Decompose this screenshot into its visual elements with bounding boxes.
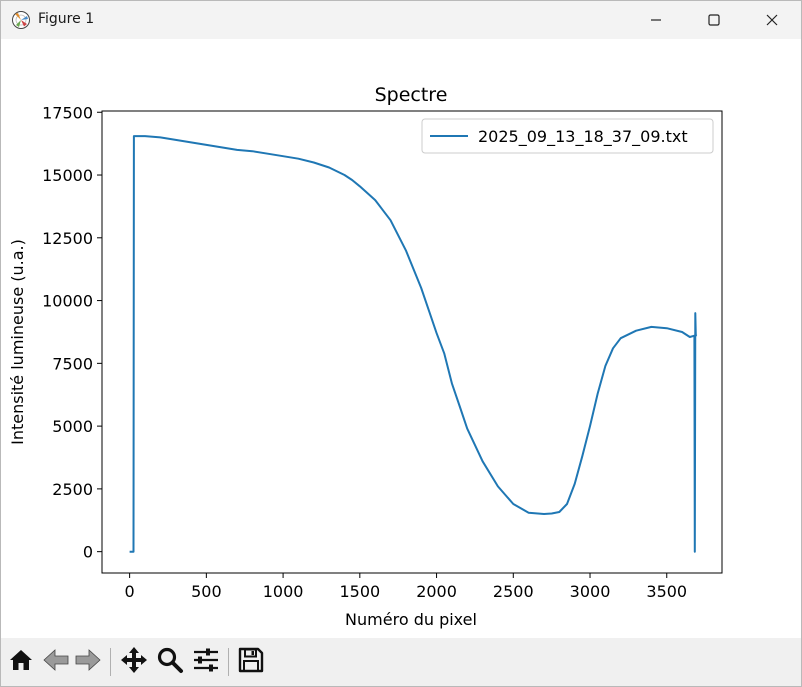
- close-button[interactable]: [743, 1, 801, 39]
- y-tick-label: 5000: [52, 417, 93, 436]
- spectrum-series-line: [129, 135, 698, 553]
- window-title: Figure 1: [38, 11, 95, 27]
- toolbar-separator: [110, 648, 111, 676]
- home-button[interactable]: [5, 646, 37, 678]
- maximize-icon: [708, 11, 720, 30]
- floppy-icon: [238, 647, 264, 677]
- back-arrow-icon: [42, 647, 70, 677]
- matplotlib-icon: [11, 10, 31, 30]
- y-axis-label: Intensité lumineuse (u.a.): [8, 239, 27, 445]
- x-tick-label: 0: [125, 582, 135, 601]
- chart-title: Spectre: [375, 84, 448, 106]
- configure-subplots-button[interactable]: [190, 646, 222, 678]
- y-tick-label: 17500: [42, 103, 93, 122]
- sliders-icon: [193, 647, 219, 677]
- save-button[interactable]: [235, 646, 267, 678]
- y-tick-label: 15000: [42, 166, 93, 185]
- minimize-button[interactable]: [627, 1, 685, 39]
- x-tick-label: 2500: [493, 582, 534, 601]
- minimize-icon: [650, 11, 662, 30]
- x-tick-label: 1000: [263, 582, 304, 601]
- magnifier-icon: [156, 646, 184, 678]
- plot-frame: [101, 110, 723, 574]
- y-tick-label: 2500: [52, 480, 93, 499]
- y-tick-label: 7500: [52, 354, 93, 373]
- x-tick-label: 3500: [646, 582, 687, 601]
- legend-label: 2025_09_13_18_37_09.txt: [478, 127, 688, 147]
- x-tick-label: 500: [191, 582, 222, 601]
- x-axis-label: Numéro du pixel: [345, 610, 477, 629]
- home-icon: [8, 647, 34, 677]
- pan-button[interactable]: [118, 646, 150, 678]
- x-axis: 0 500 1000 1500 2000 2500 3000 3500: [125, 573, 687, 601]
- x-tick-label: 2000: [416, 582, 457, 601]
- toolbar-separator: [228, 648, 229, 676]
- maximize-button[interactable]: [685, 1, 743, 39]
- figure-canvas[interactable]: Spectre 0 2500 5000 7500 10000 12500 15000 1750…: [1, 39, 801, 637]
- x-tick-label: 1500: [339, 582, 380, 601]
- navigation-toolbar: [1, 638, 801, 686]
- x-tick-label: 3000: [570, 582, 611, 601]
- y-tick-label: 12500: [42, 229, 93, 248]
- y-tick-label: 10000: [42, 292, 93, 311]
- title-bar[interactable]: Figure 1: [1, 1, 801, 39]
- move-icon: [120, 646, 148, 678]
- close-icon: [766, 11, 778, 30]
- forward-arrow-icon: [74, 647, 102, 677]
- y-tick-label: 0: [83, 543, 93, 562]
- forward-button[interactable]: [72, 646, 104, 678]
- spectrum-chart: Spectre 02500500075001000012500150001750…: [8, 84, 723, 629]
- y-axis: 0 2500 5000 7500 10000 12500 15000 17500: [42, 103, 102, 562]
- zoom-button[interactable]: [154, 646, 186, 678]
- legend-box: [421, 118, 714, 154]
- legend: 2025_09_13_18_37_09.txt: [421, 118, 714, 154]
- back-button[interactable]: [40, 646, 72, 678]
